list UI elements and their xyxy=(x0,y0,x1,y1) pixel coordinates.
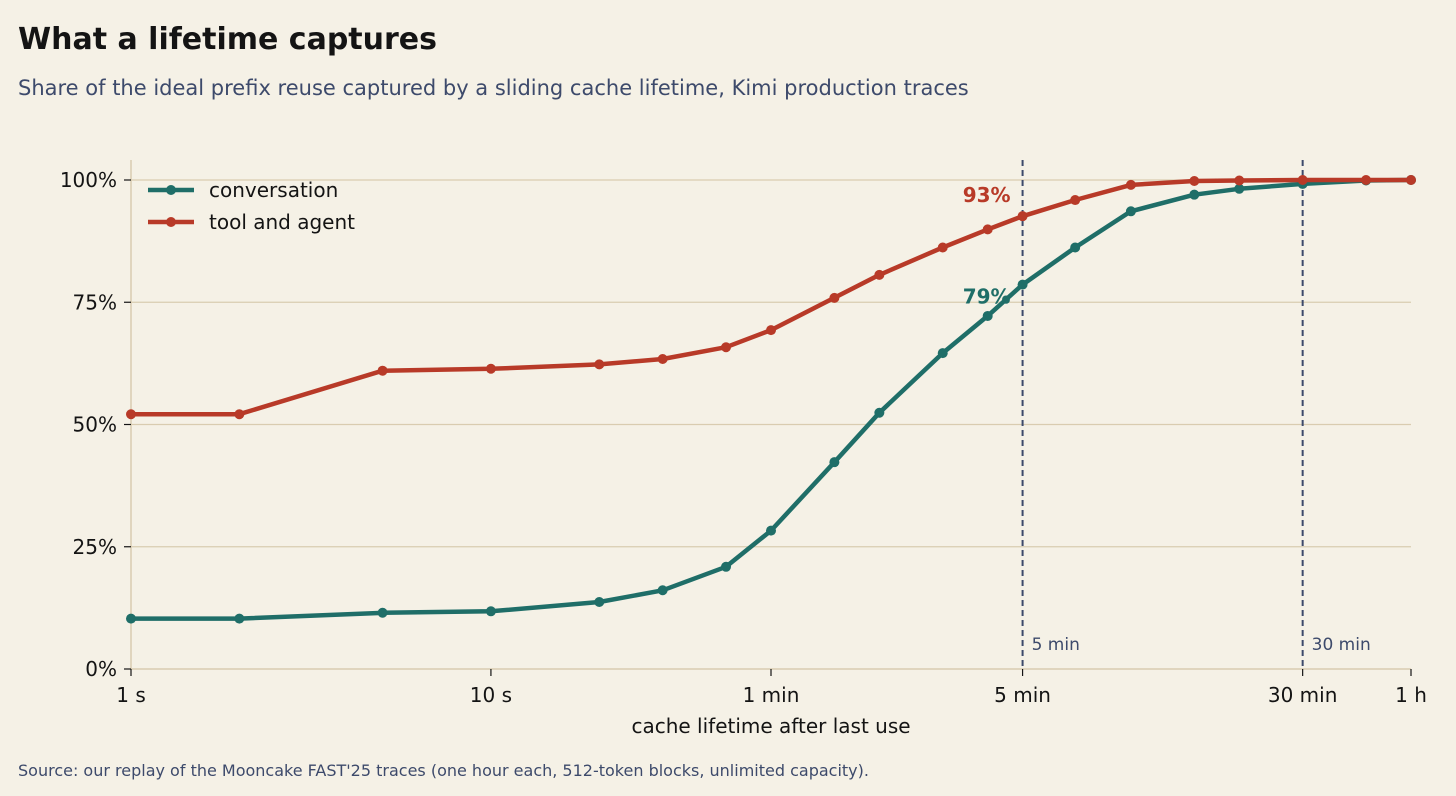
legend: conversation tool and agent xyxy=(148,178,355,234)
data-point xyxy=(937,242,948,253)
data-point xyxy=(766,325,776,336)
data-point xyxy=(874,407,885,418)
x-tick-label: 1 h xyxy=(1395,683,1427,707)
data-point xyxy=(126,613,136,624)
data-point xyxy=(1234,183,1245,194)
legend-label: tool and agent xyxy=(209,210,355,234)
data-point xyxy=(1017,279,1028,290)
data-point xyxy=(937,348,948,359)
data-point xyxy=(829,457,840,468)
series-line xyxy=(128,177,1414,621)
data-point xyxy=(657,585,668,596)
data-point xyxy=(1017,211,1028,222)
data-point xyxy=(1297,175,1308,185)
y-tick-label: 25% xyxy=(73,535,117,559)
x-tick-label: 5 min xyxy=(994,683,1051,707)
data-point xyxy=(126,409,136,420)
legend-label: conversation xyxy=(209,178,338,202)
series-lines xyxy=(126,175,1416,624)
data-point xyxy=(377,365,388,376)
y-tick-label: 50% xyxy=(73,413,117,437)
data-point xyxy=(982,310,993,321)
data-point xyxy=(829,292,840,303)
data-point xyxy=(1361,175,1372,185)
x-tick-label: 1 s xyxy=(116,683,146,707)
data-point xyxy=(234,409,245,420)
data-point xyxy=(982,224,993,235)
annotation-label: 79% xyxy=(963,285,1011,309)
data-point xyxy=(721,342,732,353)
source-note: Source: our replay of the Mooncake FAST'… xyxy=(18,761,869,780)
data-point xyxy=(1070,242,1081,253)
y-tick-label: 75% xyxy=(73,290,117,314)
data-point xyxy=(1070,195,1081,206)
data-point xyxy=(594,359,605,370)
data-point xyxy=(1189,175,1200,186)
reference-line-label: 5 min xyxy=(1032,635,1080,655)
y-tick-label: 100% xyxy=(60,168,117,192)
data-point xyxy=(377,607,388,618)
data-point xyxy=(234,613,245,624)
data-point xyxy=(721,561,732,572)
y-tick-label: 0% xyxy=(85,657,117,681)
axes: 0% 25% 50% 75% 100% 1 s 10 s 1 min 5 min 30 min 1 … xyxy=(60,160,1427,707)
data-point xyxy=(874,269,885,280)
data-point xyxy=(1189,189,1200,200)
x-tick-label: 1 min xyxy=(743,683,800,707)
x-axis-label: cache lifetime after last use xyxy=(631,714,910,738)
reference-lines: 5 min 30 min xyxy=(1021,160,1371,669)
data-point xyxy=(657,353,668,364)
reference-line-label: 30 min xyxy=(1312,635,1371,655)
data-point xyxy=(1125,179,1136,190)
x-tick-label: 30 min xyxy=(1268,683,1338,707)
legend-marker xyxy=(166,217,176,227)
legend-marker xyxy=(166,185,176,195)
data-point xyxy=(1406,175,1416,185)
data-point xyxy=(485,363,496,374)
data-point xyxy=(594,597,605,608)
chart-subtitle: Share of the ideal prefix reuse captured… xyxy=(18,76,969,100)
x-tick-label: 10 s xyxy=(470,683,512,707)
chart-title: What a lifetime captures xyxy=(18,22,438,57)
series-line xyxy=(128,177,1414,417)
annotation-label: 93% xyxy=(963,183,1011,207)
annotations: 93% 79% xyxy=(963,183,1011,308)
data-point xyxy=(766,525,776,536)
data-point xyxy=(1125,206,1136,217)
grid-lines xyxy=(131,179,1411,548)
data-point xyxy=(1234,175,1245,186)
data-point xyxy=(485,606,496,617)
